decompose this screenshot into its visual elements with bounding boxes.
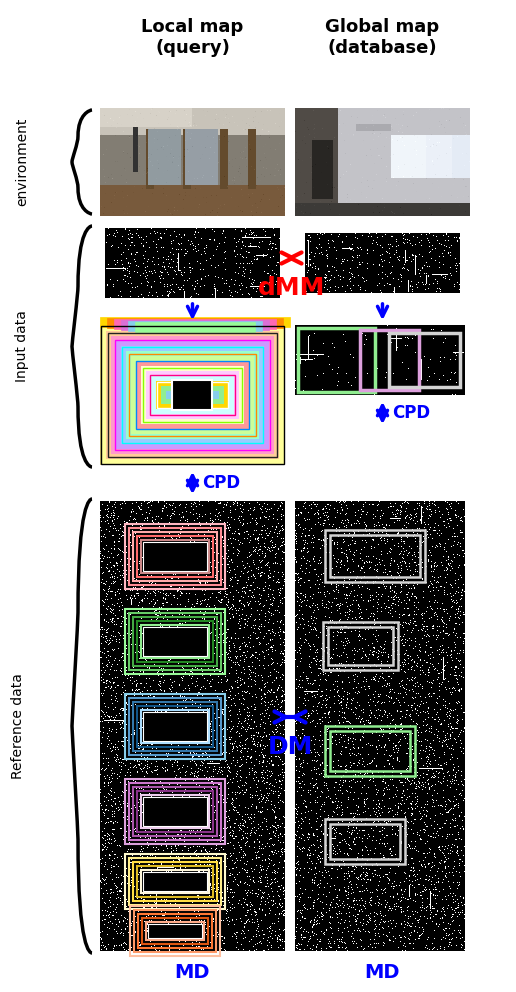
Bar (146, 371, 239, 419)
Bar (141, 625, 209, 658)
Bar (330, 535, 420, 577)
Bar (125, 524, 225, 588)
Bar (141, 366, 244, 424)
Bar (137, 621, 213, 662)
Bar (360, 330, 419, 390)
Bar (148, 924, 202, 938)
Bar (114, 319, 276, 329)
Bar (121, 320, 269, 330)
Bar (133, 616, 217, 666)
Bar (101, 326, 284, 464)
Bar (135, 322, 255, 332)
Bar (137, 791, 213, 831)
Text: Reference data: Reference data (11, 673, 25, 779)
Bar (121, 346, 264, 444)
Bar (116, 341, 269, 449)
Bar (125, 608, 225, 674)
Bar (143, 368, 242, 422)
Text: CPD: CPD (202, 474, 240, 492)
Bar (146, 922, 204, 940)
Bar (157, 382, 228, 408)
Text: CPD: CPD (393, 404, 431, 422)
Bar (172, 380, 212, 410)
Bar (129, 528, 221, 584)
Text: MD: MD (365, 963, 400, 982)
Bar (133, 861, 217, 901)
Bar (322, 622, 397, 670)
Bar (141, 795, 209, 827)
Bar (150, 375, 235, 415)
Bar (129, 783, 221, 839)
Bar (133, 532, 217, 580)
Bar (143, 872, 207, 891)
Bar (133, 787, 217, 835)
Bar (136, 361, 249, 429)
Bar (156, 381, 229, 409)
Text: Global map
(database): Global map (database) (326, 18, 440, 57)
Bar (328, 627, 393, 665)
Bar (136, 361, 249, 429)
Bar (137, 536, 213, 576)
Bar (125, 779, 225, 843)
Bar (133, 701, 217, 751)
Text: MD: MD (175, 963, 210, 982)
Bar (325, 530, 425, 582)
Bar (108, 333, 277, 457)
Bar (131, 356, 254, 434)
Bar (143, 627, 207, 656)
Bar (141, 709, 209, 742)
Bar (161, 386, 224, 404)
Bar (129, 857, 221, 905)
Text: DM: DM (267, 735, 313, 759)
Bar (166, 391, 219, 399)
Text: environment: environment (15, 118, 29, 206)
Bar (115, 340, 270, 450)
Bar (389, 333, 460, 387)
Bar (125, 853, 225, 909)
Bar (330, 731, 410, 771)
Bar (100, 317, 290, 327)
Text: Input data: Input data (15, 310, 29, 383)
Bar (151, 376, 234, 414)
Bar (134, 910, 216, 952)
Bar (129, 697, 221, 755)
Bar (143, 542, 207, 570)
Bar (298, 328, 375, 392)
Bar (143, 711, 207, 740)
Bar (142, 918, 208, 944)
Bar (126, 351, 259, 439)
Bar (107, 318, 283, 328)
Bar (330, 823, 400, 858)
Bar (137, 705, 213, 747)
Bar (141, 540, 209, 572)
Bar (325, 726, 415, 776)
Bar (106, 331, 279, 459)
Bar (125, 693, 225, 759)
Bar (128, 321, 262, 331)
Bar (122, 347, 263, 443)
Bar (130, 906, 220, 956)
Bar (141, 870, 209, 893)
Text: Local map
(query): Local map (query) (141, 18, 244, 57)
Bar (325, 818, 405, 863)
Bar (143, 797, 207, 825)
Text: dMM: dMM (258, 276, 325, 300)
Bar (101, 326, 284, 464)
Bar (138, 914, 212, 948)
Bar (111, 336, 274, 454)
Bar (100, 325, 285, 465)
Bar (129, 612, 221, 670)
Bar (129, 354, 256, 436)
Bar (137, 865, 213, 897)
